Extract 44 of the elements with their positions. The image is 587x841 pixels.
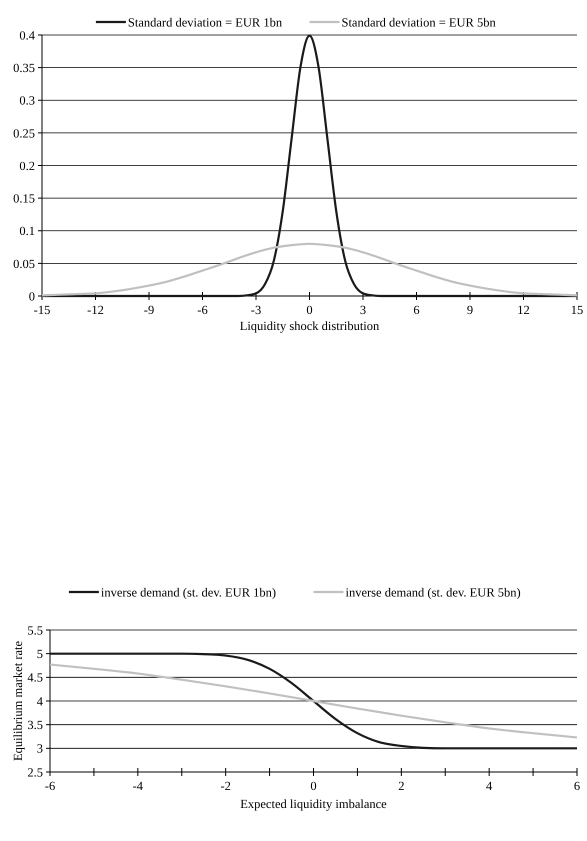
- x-tick-label: -9: [144, 303, 154, 317]
- y-tick-label: 5.5: [27, 623, 43, 638]
- y-tick-label: 0.05: [13, 256, 35, 271]
- y-tick-label: 0.4: [19, 28, 36, 42]
- x-tick-label: -4: [132, 779, 144, 793]
- y-tick-label: 0.25: [13, 126, 35, 140]
- x-tick-label: 6: [413, 303, 420, 317]
- x-tick-label: -2: [220, 779, 231, 793]
- x-tick-label: -15: [34, 303, 50, 317]
- y-tick-label: 5: [36, 647, 43, 662]
- y-tick-label: 0.35: [13, 61, 35, 75]
- legend-label: inverse demand (st. dev. EUR 5bn): [346, 585, 521, 600]
- y-tick-label: 0.3: [19, 94, 35, 108]
- y-tick-label: 3.5: [27, 718, 43, 732]
- y-tick-label: 3: [36, 742, 43, 756]
- legend-label: inverse demand (st. dev. EUR 1bn): [100, 585, 276, 600]
- x-tick-label: 2: [398, 779, 404, 793]
- x-axis-title: Liquidity shock distribution: [240, 319, 380, 333]
- x-tick-label: 12: [517, 303, 530, 317]
- x-tick-label: 6: [574, 779, 580, 793]
- y-tick-label: 2.5: [27, 765, 43, 780]
- x-tick-label: -12: [87, 303, 104, 317]
- y-tick-label: 0.1: [19, 224, 35, 238]
- x-tick-label: -6: [44, 779, 56, 793]
- legend-label: Standard deviation = EUR 1bn: [128, 15, 283, 30]
- x-tick-label: 3: [360, 303, 366, 317]
- line-series: [40, 34, 578, 298]
- x-tick-label: 0: [310, 779, 317, 793]
- y-tick-label: 0.15: [13, 192, 35, 206]
- line-series: [48, 663, 578, 739]
- x-axis-title: Expected liquidity imbalance: [240, 797, 388, 811]
- legend-label: Standard deviation = EUR 5bn: [342, 15, 496, 30]
- x-tick-label: 15: [570, 303, 584, 317]
- x-tick-label: 9: [466, 303, 474, 317]
- line-series: [48, 652, 578, 750]
- x-tick-label: -3: [250, 303, 262, 317]
- x-tick-label: -6: [197, 303, 208, 317]
- y-tick-label: 0: [28, 289, 35, 304]
- y-tick-label: 4.5: [27, 670, 43, 685]
- x-tick-label: 4: [486, 779, 494, 793]
- y-axis-title: Equilibrium market rate: [11, 640, 25, 762]
- x-tick-label: 0: [306, 303, 313, 317]
- y-tick-label: 0.2: [19, 158, 35, 173]
- y-tick-label: 4: [36, 694, 44, 708]
